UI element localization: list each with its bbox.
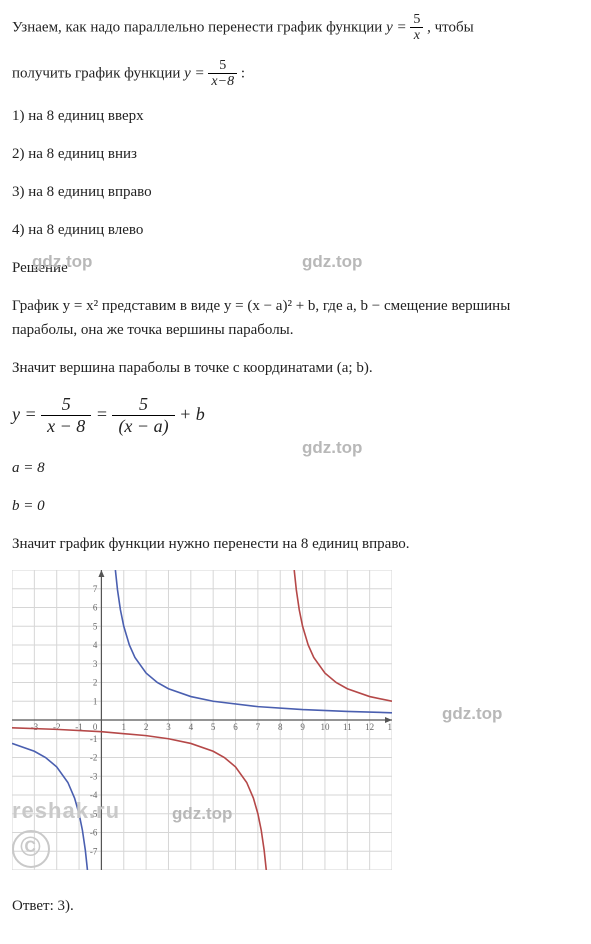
- answer: Ответ: 3).: [12, 894, 579, 918]
- chart-container: gdz.top gdz.top reshak.ru © -3-2-1123456…: [12, 570, 579, 878]
- fraction: 5 x − 8: [41, 394, 91, 438]
- solution-p1: График y = x² представим в виде y = (x −…: [12, 294, 579, 342]
- watermark: gdz.top: [442, 700, 502, 727]
- fraction: 5 x−8: [208, 58, 237, 90]
- numer: 5: [410, 12, 423, 28]
- svg-text:-2: -2: [90, 752, 98, 762]
- svg-text:4: 4: [189, 722, 194, 732]
- copyright-icon: ©: [12, 830, 50, 868]
- svg-text:3: 3: [166, 722, 171, 732]
- svg-text:6: 6: [233, 722, 238, 732]
- intro-line2: получить график функции y = 5 x−8 :: [12, 58, 579, 90]
- svg-text:3: 3: [93, 659, 98, 669]
- b-value: b = 0: [12, 494, 579, 518]
- svg-text:1: 1: [93, 696, 98, 706]
- svg-text:-3: -3: [31, 722, 39, 732]
- eq: y =: [184, 65, 208, 81]
- svg-text:-1: -1: [90, 734, 98, 744]
- eq: y =: [386, 19, 410, 35]
- svg-text:5: 5: [93, 621, 98, 631]
- svg-text:2: 2: [144, 722, 149, 732]
- svg-text:4: 4: [93, 640, 98, 650]
- text: Узнаем, как надо параллельно перенести г…: [12, 19, 386, 35]
- solution-p3: Значит график функции нужно перенести на…: [12, 532, 579, 556]
- svg-text:8: 8: [278, 722, 283, 732]
- equation-line: y = 5 x − 8 = 5 (x − a) + b: [12, 394, 579, 438]
- svg-text:11: 11: [343, 722, 352, 732]
- fraction: 5 (x − a): [112, 394, 174, 438]
- svg-text:7: 7: [93, 584, 98, 594]
- numer: 5: [41, 394, 91, 417]
- solution-heading: Решение: [12, 256, 579, 280]
- svg-text:2: 2: [93, 677, 98, 687]
- option-4: 4) на 8 единиц влево: [12, 218, 579, 242]
- reshak-watermark: reshak.ru ©: [12, 793, 120, 868]
- eq-mid: =: [96, 404, 113, 424]
- svg-text:13: 13: [388, 722, 393, 732]
- denom: x − 8: [41, 416, 91, 438]
- text: , чтобы: [427, 19, 474, 35]
- eq-lhs: y =: [12, 404, 41, 424]
- svg-text:10: 10: [320, 722, 330, 732]
- svg-text:12: 12: [365, 722, 374, 732]
- svg-text:-2: -2: [53, 722, 61, 732]
- option-2: 2) на 8 единиц вниз: [12, 142, 579, 166]
- intro-line1: Узнаем, как надо параллельно перенести г…: [12, 12, 579, 44]
- a-value: a = 8: [12, 456, 579, 480]
- svg-text:6: 6: [93, 602, 98, 612]
- svg-text:0: 0: [93, 722, 98, 732]
- svg-text:-3: -3: [90, 771, 98, 781]
- svg-text:7: 7: [256, 722, 261, 732]
- denom: x−8: [208, 74, 237, 89]
- eq-tail: + b: [179, 404, 205, 424]
- text: получить график функции: [12, 65, 184, 81]
- svg-text:9: 9: [300, 722, 305, 732]
- svg-text:1: 1: [122, 722, 127, 732]
- numer: 5: [112, 394, 174, 417]
- numer: 5: [208, 58, 237, 74]
- denom: (x − a): [112, 416, 174, 438]
- reshak-text: reshak.ru: [12, 798, 120, 823]
- option-1: 1) на 8 единиц вверх: [12, 104, 579, 128]
- fraction: 5 x: [410, 12, 423, 44]
- text: :: [241, 65, 245, 81]
- denom: x: [410, 28, 423, 43]
- svg-text:5: 5: [211, 722, 216, 732]
- option-3: 3) на 8 единиц вправо: [12, 180, 579, 204]
- solution-p2: Значит вершина параболы в точке с коорди…: [12, 356, 579, 380]
